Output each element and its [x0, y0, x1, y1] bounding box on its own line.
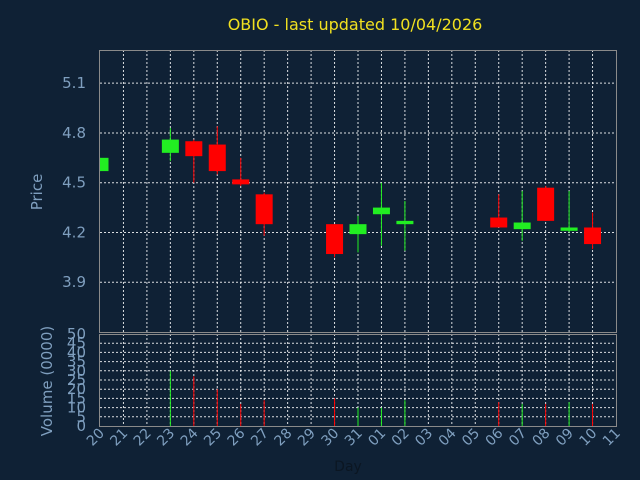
volume-axis-label: Volume (0000)	[38, 326, 56, 436]
volume-tick-label: 50	[67, 325, 86, 343]
candle-body	[208, 144, 226, 172]
volume-tick-label: 5	[76, 408, 86, 426]
candles	[99, 126, 602, 258]
volume-tick-label: 15	[67, 389, 86, 407]
volume-tick-label: 0	[76, 417, 86, 435]
candle	[513, 191, 531, 241]
candle	[185, 139, 203, 183]
price-panel-frame	[99, 50, 617, 333]
candle	[208, 126, 226, 175]
candle-body	[232, 179, 250, 185]
volume-bars	[169, 370, 594, 426]
candle-body	[185, 141, 203, 157]
candle	[232, 157, 250, 187]
candle-body	[537, 187, 555, 221]
candle-body	[560, 227, 578, 231]
candle-body	[396, 220, 414, 225]
volume-tick-label: 20	[67, 380, 86, 398]
candle-body	[100, 157, 109, 172]
price-tick-label: 5.1	[62, 74, 86, 92]
candle	[537, 186, 555, 221]
candle-body	[349, 224, 367, 235]
x-axis-label: Day	[334, 459, 362, 475]
candle	[584, 212, 602, 250]
price-grid	[100, 50, 616, 332]
price-tick-label: 3.9	[62, 273, 86, 291]
volume-tick-label: 45	[67, 334, 86, 352]
candle-body	[255, 194, 273, 225]
candle-body	[161, 139, 179, 153]
candle-body	[372, 207, 390, 215]
price-tick-label: 4.8	[62, 124, 86, 142]
candle	[161, 127, 179, 162]
candle	[326, 224, 344, 258]
x-ticks: 20 21 22 23 24 25 26 27 28 29 30 31 01 02 03 04 05 06 07 08…	[84, 425, 624, 449]
volume-panel-frame	[99, 334, 617, 427]
volume-tick-label: 30	[67, 362, 86, 380]
price-axis-label: Price	[28, 174, 46, 211]
volume-tick-label: 40	[67, 343, 86, 361]
candle-body	[326, 224, 344, 255]
volume-tick-label: 35	[67, 353, 86, 371]
volume-tick-label: 25	[67, 371, 86, 389]
volume-tick-label: 10	[67, 399, 86, 417]
candle-body	[513, 222, 531, 230]
candle	[349, 215, 367, 253]
price-tick-label: 4.5	[62, 174, 86, 192]
candle	[255, 192, 273, 236]
candle	[396, 200, 414, 251]
price-tick-label: 4.2	[62, 223, 86, 241]
candle-body	[584, 227, 602, 245]
candle-body	[490, 217, 508, 228]
candle	[372, 182, 390, 246]
candle	[99, 157, 109, 172]
chart-title: OBIO - last updated 10/04/2026	[228, 15, 483, 34]
price-y-ticks: 3.9 4.2 4.5 4.8 5.1	[62, 74, 86, 291]
candle	[560, 191, 578, 233]
candle	[490, 194, 508, 228]
